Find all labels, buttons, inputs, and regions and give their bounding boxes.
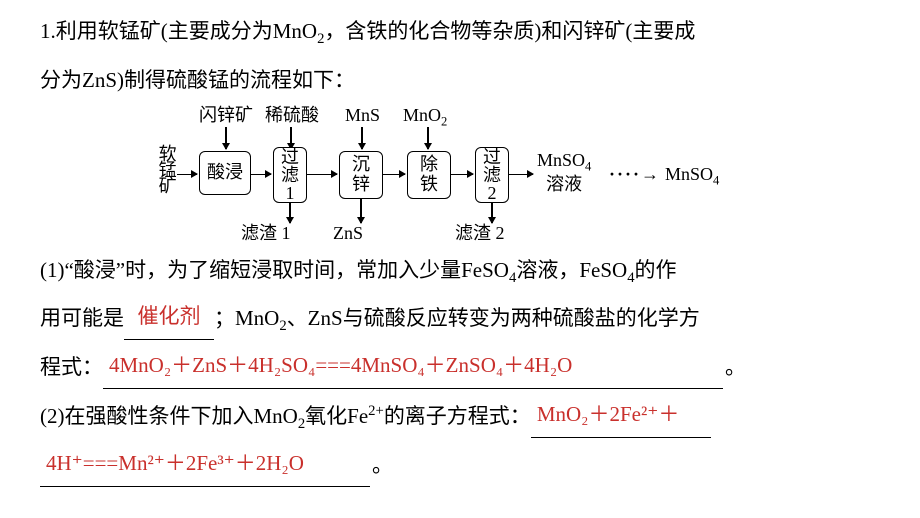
top-input-1: 闪锌矿 <box>199 105 253 127</box>
top-input-4: MnO2 <box>403 105 447 130</box>
arrow-top-4 <box>427 127 429 149</box>
box-acid-leach: 酸浸 <box>199 151 251 195</box>
q2-line-1: (2)在强酸性条件下加入MnO2氧化Fe2+的离子方程式：MnO₂＋2Fe²⁺＋ <box>40 395 890 440</box>
output-solution: MnSO4 溶液 <box>537 150 591 196</box>
flowchart-container: 软锰矿 闪锌矿 酸浸 稀硫酸 过 滤 1 滤渣 1 MnS 沉 锌 ZnS <box>40 105 890 245</box>
answer-2: 4MnO₂＋ZnS＋4H₂SO₄===4MnSO₄＋ZnSO₄＋4H₂O <box>103 344 723 389</box>
intro-l1a: 1.利用软锰矿(主要成分为MnO <box>40 19 317 43</box>
q1-line-1: (1)“酸浸”时，为了缩短浸取时间，常加入少量FeSO4溶液，FeSO4的作 <box>40 249 890 294</box>
intro-line-1: 1.利用软锰矿(主要成分为MnO2，含铁的化合物等杂质)和闪锌矿(主要成 <box>40 10 890 55</box>
box-remove-fe: 除 铁 <box>407 151 451 199</box>
arrow-4-5 <box>451 174 473 176</box>
output-final: MnSO4 <box>665 164 719 189</box>
answer-3a: MnO₂＋2Fe²⁺＋ <box>531 393 711 438</box>
top-input-3: MnS <box>345 105 380 127</box>
top-input-2: 稀硫酸 <box>265 105 319 127</box>
arrow-3-4 <box>383 174 405 176</box>
dots-arrow: ····→ <box>609 164 661 186</box>
arrow-1-2 <box>251 174 271 176</box>
box-precip-zn: 沉 锌 <box>339 151 383 199</box>
residue-1: 滤渣 1 <box>241 223 291 245</box>
residue-2: 滤渣 2 <box>455 223 505 245</box>
answer-1: 催化剂 <box>124 295 214 340</box>
arrow-5-out <box>509 174 533 176</box>
q1-line-2: 用可能是催化剂；MnO2、ZnS与硫酸反应转变为两种硫酸盐的化学方 <box>40 297 890 342</box>
intro-l1b: ，含铁的化合物等杂质)和闪锌矿(主要成 <box>324 19 695 43</box>
arrow-filter1-down <box>289 203 291 223</box>
left-input-label: 软锰矿 <box>155 144 175 198</box>
arrow-2-3 <box>307 174 337 176</box>
arrow-top-2 <box>290 127 292 149</box>
q2-line-2: 4H⁺===Mn²⁺＋2Fe³⁺＋2H₂O。 <box>40 444 890 489</box>
arrow-zn-down <box>360 199 362 223</box>
answer-3b: 4H⁺===Mn²⁺＋2Fe³⁺＋2H₂O <box>40 442 370 487</box>
arrow-top-3 <box>361 127 363 149</box>
arrow-top-1 <box>225 127 227 149</box>
box-filter-1: 过 滤 1 <box>273 147 307 203</box>
arrow-in-left <box>177 174 197 176</box>
flowchart: 软锰矿 闪锌矿 酸浸 稀硫酸 过 滤 1 滤渣 1 MnS 沉 锌 ZnS <box>155 105 775 245</box>
q1-line-3: 程式：4MnO₂＋ZnS＋4H₂SO₄===4MnSO₄＋ZnSO₄＋4H₂O。 <box>40 346 890 391</box>
box-filter-2: 过 滤 2 <box>475 147 509 203</box>
residue-zns: ZnS <box>333 223 363 245</box>
arrow-filter2-down <box>491 203 493 223</box>
intro-line-2: 分为ZnS)制得硫酸锰的流程如下： <box>40 59 890 101</box>
